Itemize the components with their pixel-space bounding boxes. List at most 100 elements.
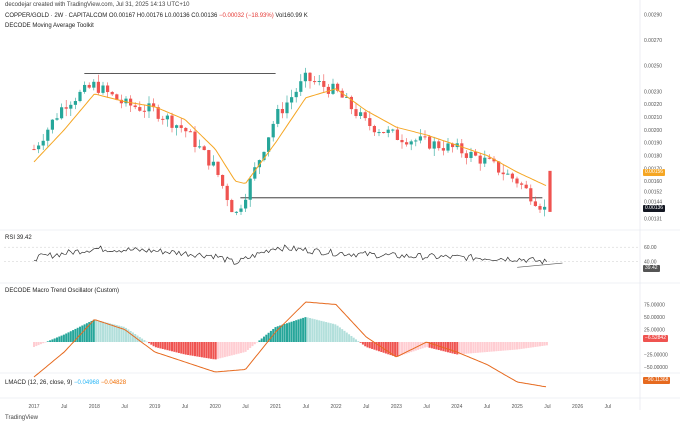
candle-body [37,145,41,150]
oscillator-histogram-bar [194,342,196,357]
candle-body [478,155,482,164]
tradingview-logo[interactable]: TradingView [5,415,39,421]
oscillator-histogram-bar [154,342,157,348]
oscillator-histogram-bar [118,325,121,342]
candle-body [253,167,257,179]
candle-body [317,81,321,83]
oscillator-histogram-bar [465,342,468,354]
candle-body [119,99,123,104]
candle-body [152,103,156,108]
candle-body [460,143,464,154]
oscillator-histogram-bar [318,320,321,342]
oscillator-histogram-bar [541,342,544,346]
oscillator-histogram-bar [410,342,413,353]
rsi-label[interactable]: RSI 39.42 [5,235,32,241]
oscillator-histogram-bar [131,332,134,342]
oscillator-histogram-bar [90,320,93,342]
oscillator-histogram-bar [65,333,68,342]
candle-body [400,139,404,143]
oscillator-histogram-bar [33,342,35,347]
time-axis-tick-label: Jul [61,404,67,410]
oscillator-histogram-bar [401,342,403,356]
candle-body [170,115,174,128]
oscillator-histogram-bar [536,342,539,347]
time-axis-tick-label: 2025 [512,404,523,410]
macd-label[interactable]: LMACD (12, 26, close, 9) −0.04968 −0.048… [5,380,126,386]
indicator-ma-toolkit-label[interactable]: DECODE Moving Average Toolkit [5,23,94,29]
candle-body [437,141,441,149]
candle-body [64,107,68,109]
oscillator-histogram-bar [543,342,546,346]
oscillator-histogram-bar [226,342,229,357]
oscillator-histogram-bar [322,321,325,342]
candle-body [349,96,353,110]
candle-body [78,91,82,102]
symbol-ohlc-line: COPPER/GOLD · 2W · CAPITALCOM O0.00167 H… [5,13,308,19]
candle-body [207,150,211,166]
oscillator-histogram-bar [430,342,433,349]
oscillator-histogram-bar [458,342,461,355]
time-axis-tick-label: 2021 [270,404,281,410]
oscillator-histogram-bar [320,320,323,342]
oscillator-histogram-bar [407,342,410,353]
oscillator-histogram-bar [191,342,194,356]
oscillator-histogram-bar [127,329,130,342]
oscillator-histogram-bar [184,342,187,355]
oscillator-histogram-bar [53,338,56,342]
oscillator-histogram-bar [309,318,311,342]
oscillator-histogram-bar [442,342,445,352]
candle-body [271,123,275,138]
time-axis-tick-label: Jul [303,404,309,410]
candle-body [46,129,50,141]
candle-body [483,157,487,164]
oscillator-histogram-bar [479,342,482,353]
oscillator-histogram-bar [187,342,190,356]
oscillator-histogram-bar [207,342,210,359]
oscillator-histogram-bar [267,332,270,342]
candle-body [520,183,524,185]
oscillator-histogram-bar [449,342,452,353]
oscillator-histogram-bar [493,342,495,352]
oscillator-histogram-bar [332,323,334,342]
candle-body [372,126,376,133]
oscillator-histogram-bar [424,342,426,348]
price-axis-tick-label: 0.00270 [644,38,662,44]
oscillator-histogram-bar [338,327,341,342]
candle-body [175,125,179,128]
oscillator-histogram-bar [341,329,344,342]
oscillator-label[interactable]: DECODE Macro Trend Oscillator (Custom) [5,288,120,294]
oscillator-histogram-bar [203,342,206,358]
candle-body [359,112,363,117]
candle-body [363,112,367,119]
symbol-ohlc-values: COPPER/GOLD · 2W · CAPITALCOM O0.00167 H… [5,13,218,19]
rsi-axis-tick-label: 60.00 [644,245,657,251]
oscillator-histogram-bar [148,342,150,344]
time-axis-tick-label: 2020 [210,404,221,410]
candle-body [414,140,418,142]
candle-body [533,201,537,207]
candle-body [543,206,547,210]
macro-trend-line [33,301,547,388]
oscillator-histogram-bar [102,321,104,342]
candle-body [87,84,91,88]
oscillator-histogram-bar [428,342,431,348]
candle-body [303,72,307,82]
oscillator-histogram-bar [217,342,219,359]
oscillator-histogram-bar [159,342,162,349]
candle-body [428,136,432,149]
candle-body [55,118,59,120]
oscillator-histogram-bar [122,326,125,342]
oscillator-histogram-bar [336,325,339,342]
oscillator-histogram-bar [398,342,401,356]
time-axis-tick-label: Jul [182,404,188,410]
oscillator-histogram-bar [230,342,233,356]
time-axis-tick-label: Jul [242,404,248,410]
oscillator-axis-tick-label: 50.00000 [644,315,665,321]
oscillator-histogram-bar [447,342,449,353]
candle-body [32,149,36,151]
candle-body [216,161,220,175]
oscillator-histogram-bar [290,321,293,342]
oscillator-histogram-bar [69,331,72,342]
oscillator-histogram-bar [138,337,141,342]
